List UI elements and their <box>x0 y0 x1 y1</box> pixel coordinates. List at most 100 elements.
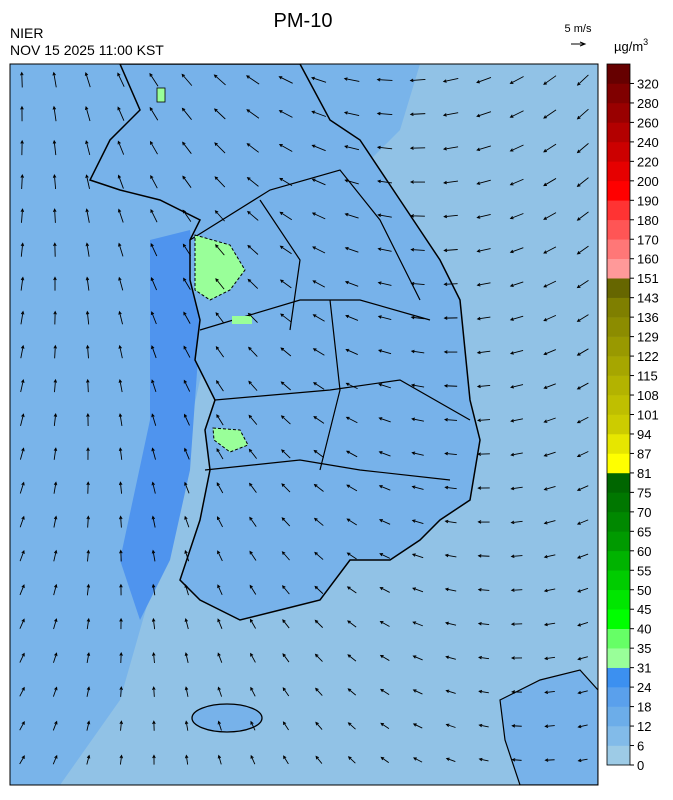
wind-arrow <box>510 656 523 660</box>
wind-arrow <box>278 143 293 152</box>
wind-arrow <box>279 211 293 221</box>
wind-arrow <box>184 583 189 596</box>
colorbar-cell <box>607 317 630 337</box>
wind-arrow <box>443 282 458 286</box>
wind-arrow <box>314 551 324 560</box>
wind-arrow <box>282 619 290 629</box>
colorbar-cell <box>607 239 630 260</box>
colorbar-cell <box>607 472 630 493</box>
wind-arrow <box>246 143 259 153</box>
wind-arrow <box>282 653 290 663</box>
wind-arrow <box>118 242 124 257</box>
wind-arrow <box>511 690 522 694</box>
wind-arrow <box>53 276 57 291</box>
wind-arrow <box>85 276 90 291</box>
wind-arrow <box>19 515 25 528</box>
wind-arrow <box>19 755 25 765</box>
wind-arrow <box>313 517 324 526</box>
wind-arrow <box>477 520 490 524</box>
wind-arrow <box>443 384 458 388</box>
wind-arrow <box>184 481 190 494</box>
wind-arrow <box>248 346 258 357</box>
wind-arrow <box>411 485 424 490</box>
wind-arrow <box>281 517 291 527</box>
wind-arrow <box>216 482 224 494</box>
wind-arrow <box>543 280 557 288</box>
wind-arrow <box>476 179 491 185</box>
wind-arrow <box>313 483 324 492</box>
wind-arrow <box>184 549 190 562</box>
wind-arrow <box>182 141 192 154</box>
wind-arrow <box>509 247 524 254</box>
colorbar-label: 143 <box>637 291 659 306</box>
wind-arrow <box>345 416 358 424</box>
wind-arrow <box>281 483 291 493</box>
colorbar-label: 136 <box>637 310 659 325</box>
wind-arrow <box>216 516 223 528</box>
wind-arrow <box>53 378 58 393</box>
wind-arrow <box>543 554 556 559</box>
wind-arrow <box>347 722 356 730</box>
wind-arrow <box>412 689 423 695</box>
wind-arrow <box>346 518 357 526</box>
wind-arrow <box>576 143 589 154</box>
wind-arrow <box>411 519 424 525</box>
wind-arrow <box>85 344 90 359</box>
wind-arrow <box>478 655 490 660</box>
colorbar-cell <box>607 102 630 123</box>
wind-arrow <box>151 379 157 392</box>
wind-arrow <box>577 758 588 763</box>
wind-arrow <box>445 655 456 660</box>
wind-arrow <box>314 585 324 594</box>
wind-arrow <box>509 213 524 220</box>
timestamp: NOV 15 2025 11:00 KST <box>10 42 164 58</box>
wind-arrow <box>315 687 323 696</box>
wind-arrow <box>217 754 222 765</box>
wind-arrow <box>411 417 424 422</box>
wind-arrow <box>149 140 158 155</box>
wind-arrow <box>281 585 290 595</box>
wind-arrow <box>20 71 24 88</box>
wind-arrow <box>247 244 259 255</box>
colorbar-label: 101 <box>637 408 659 423</box>
wind-arrow <box>250 652 256 663</box>
wind-arrow <box>444 519 457 524</box>
wind-arrow <box>183 345 191 358</box>
wind-arrow <box>477 418 491 422</box>
wind-arrow <box>281 449 291 459</box>
wind-arrow <box>86 720 91 731</box>
wind-arrow <box>444 587 457 592</box>
wind-arrow <box>347 654 357 662</box>
wind-arrow <box>249 584 257 595</box>
wind-arrow <box>117 208 124 223</box>
wind-arrow <box>445 757 456 763</box>
colorbar-cell <box>607 511 630 532</box>
wind-arrow <box>344 246 359 253</box>
wind-arrow <box>577 724 588 729</box>
wind-arrow <box>86 754 91 765</box>
wind-arrow <box>248 448 257 459</box>
title: PM-10 <box>274 10 333 32</box>
wind-arrow <box>150 208 158 223</box>
wind-arrow <box>346 552 357 560</box>
wind-arrow <box>347 756 356 764</box>
wind-arrow <box>213 108 226 120</box>
wind-arrow <box>409 112 426 117</box>
wind-arrow <box>442 146 459 151</box>
wind-arrow <box>445 723 456 728</box>
colorbar-cell <box>607 414 630 435</box>
colorbar-label: 320 <box>637 76 659 91</box>
wind-arrow <box>347 620 357 628</box>
wind-arrow <box>86 686 91 697</box>
wind-arrow <box>380 722 390 730</box>
wind-arrow <box>85 242 90 257</box>
wind-arrow <box>313 449 325 458</box>
colorbar-cell <box>607 531 630 552</box>
wind-arrows <box>19 71 589 765</box>
wind-arrow <box>119 651 123 664</box>
wind-arrow <box>183 413 190 426</box>
wind-arrow <box>576 177 589 187</box>
wind-arrow <box>412 655 423 661</box>
wind-arrow <box>510 452 523 457</box>
wind-arrow <box>278 110 293 118</box>
